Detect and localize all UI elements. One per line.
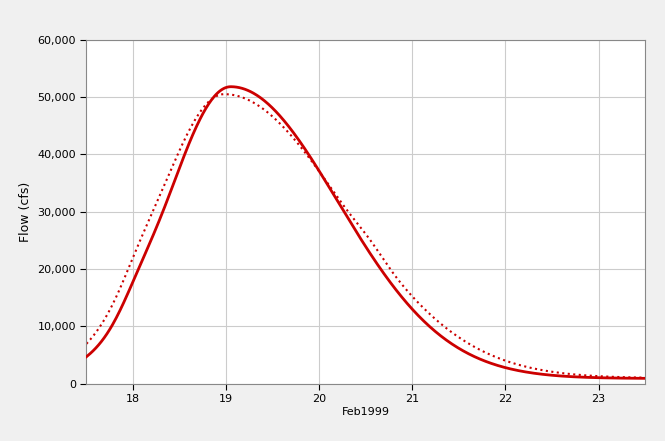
Y-axis label: Flow (cfs): Flow (cfs) (19, 182, 32, 242)
X-axis label: Feb1999: Feb1999 (342, 407, 390, 417)
